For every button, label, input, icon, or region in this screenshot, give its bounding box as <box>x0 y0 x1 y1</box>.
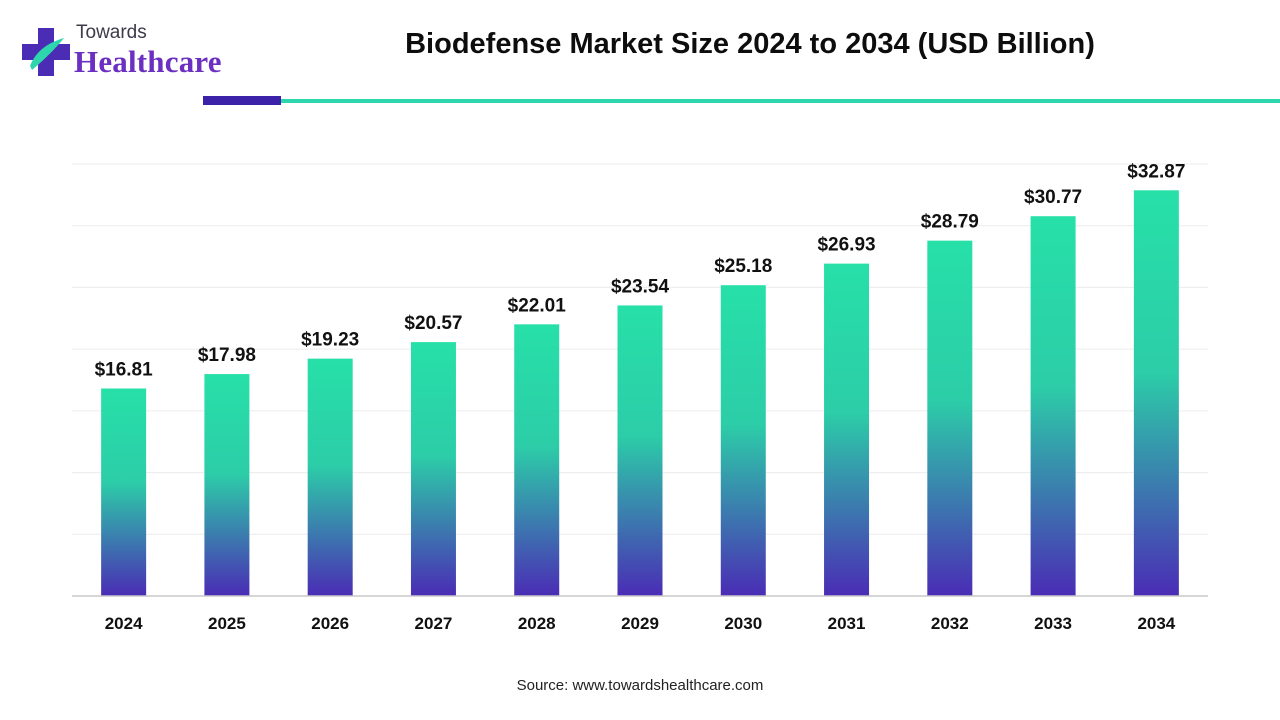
data-label-2030: $25.18 <box>714 256 772 277</box>
x-tick-label-2034: 2034 <box>1137 614 1175 633</box>
header-accent-bar <box>203 96 281 105</box>
chart-title: Biodefense Market Size 2024 to 2034 (USD… <box>405 28 1095 60</box>
data-label-2034: $32.87 <box>1127 161 1185 182</box>
medical-cross-icon <box>22 28 70 76</box>
bar-2029 <box>617 305 663 596</box>
data-label-2028: $22.01 <box>508 295 567 316</box>
x-tick-label-2024: 2024 <box>105 614 143 633</box>
bar-2027 <box>410 342 456 596</box>
bar-2034 <box>1133 190 1179 596</box>
data-labels: $16.81 $17.98 $19.23 $20.57 $22.01 $23.54 $25.… <box>95 161 1186 380</box>
header-divider <box>281 99 1280 103</box>
bars <box>101 190 1179 597</box>
source-note: Source: www.towardshealthcare.com <box>516 677 764 694</box>
bar-2030 <box>720 285 766 596</box>
bar-2025 <box>204 374 250 596</box>
data-label-2026: $19.23 <box>301 330 359 351</box>
x-tick-label-2029: 2029 <box>621 614 659 633</box>
data-label-2025: $17.98 <box>198 345 256 366</box>
data-label-2032: $28.79 <box>921 212 979 233</box>
brand-logo: Towards Healthcare <box>20 20 240 84</box>
bar-2031 <box>824 263 870 596</box>
x-tick-label-2032: 2032 <box>931 614 969 633</box>
data-label-2029: $23.54 <box>611 276 670 297</box>
bar-2032 <box>927 240 973 596</box>
data-label-2031: $26.93 <box>817 235 875 256</box>
data-label-2024: $16.81 <box>95 360 154 381</box>
data-label-2033: $30.77 <box>1024 187 1082 208</box>
data-label-2027: $20.57 <box>404 313 462 334</box>
x-axis-ticks: 2024 2025 2026 2027 2028 2029 2030 2031 2032 2033… <box>105 614 1176 633</box>
x-tick-label-2026: 2026 <box>311 614 349 633</box>
brand-name-line2: Healthcare <box>74 44 222 79</box>
x-tick-label-2025: 2025 <box>208 614 246 633</box>
x-tick-label-2027: 2027 <box>415 614 453 633</box>
bar-2033 <box>1030 216 1076 597</box>
x-tick-label-2033: 2033 <box>1034 614 1072 633</box>
x-tick-label-2030: 2030 <box>724 614 762 633</box>
bar-2028 <box>514 324 560 596</box>
x-tick-label-2031: 2031 <box>828 614 866 633</box>
brand-name-line1: Towards <box>76 22 147 43</box>
bar-2026 <box>307 358 353 596</box>
bar-2024 <box>101 388 147 596</box>
x-tick-label-2028: 2028 <box>518 614 556 633</box>
